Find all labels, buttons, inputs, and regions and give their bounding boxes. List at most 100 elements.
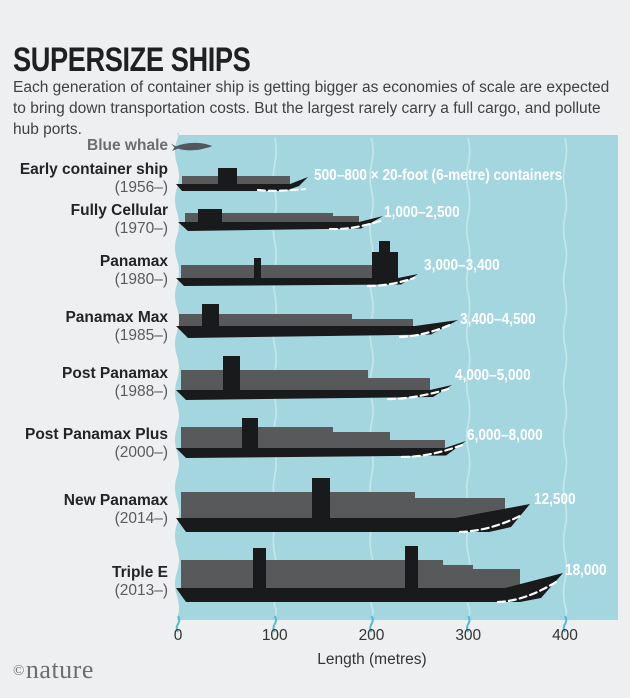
ship-silhouette-triplee xyxy=(176,546,563,604)
row-label-postpanamax: Post Panamax (1988–) xyxy=(62,365,168,401)
ship-year: (2013–) xyxy=(114,582,168,599)
row-label-triplee: Triple E (2013–) xyxy=(112,564,168,600)
ship-name: New Panamax xyxy=(63,492,168,509)
hull xyxy=(178,216,383,231)
bow-foam xyxy=(458,513,524,534)
capacity-label-panamax: 3,000–3,400 xyxy=(424,257,500,274)
deck-step xyxy=(333,216,359,222)
ship-silhouette-newpanamax xyxy=(176,478,530,534)
axis-tick-wave-200 xyxy=(369,615,374,633)
hull xyxy=(176,274,418,286)
x-tick-label-200: 200 xyxy=(358,627,385,644)
hull xyxy=(176,385,452,400)
ship-year: (1980–) xyxy=(114,271,168,288)
bridge xyxy=(223,356,240,390)
ship-year: (2000–) xyxy=(114,444,168,461)
bridge xyxy=(372,252,398,278)
deck-step xyxy=(443,565,473,588)
hull xyxy=(176,441,466,458)
ship-year: (1970–) xyxy=(114,220,168,237)
funnel-tower xyxy=(405,546,418,588)
bow-foam xyxy=(386,387,450,401)
row-label-panamax: Panamax (1980–) xyxy=(100,253,168,289)
bow-foam xyxy=(496,580,558,604)
ship-name: Triple E xyxy=(112,564,168,581)
ship-silhouette-panamax xyxy=(176,241,418,288)
ship-name: Blue whale xyxy=(87,137,168,154)
axis-tick-wave-100 xyxy=(272,615,277,633)
deck-step xyxy=(333,432,390,448)
funnel xyxy=(379,241,390,253)
ship-silhouette-panamaxmax xyxy=(176,304,458,339)
capacity-label-newpanamax: 12,500 xyxy=(534,491,576,508)
axis-tick-wave-0 xyxy=(175,615,181,633)
deck-step-2 xyxy=(390,440,445,448)
row-label-cellular: Fully Cellular (1970–) xyxy=(71,202,168,238)
deck-step xyxy=(368,378,430,390)
ship-year: (1985–) xyxy=(114,327,168,344)
deck xyxy=(181,265,372,278)
capacity-label-triplee: 18,000 xyxy=(565,562,607,579)
bow-foam xyxy=(400,443,464,459)
row-label-ppplus: Post Panamax Plus (2000–) xyxy=(25,426,168,462)
capacity-label-postpanamax: 4,000–5,000 xyxy=(455,367,531,384)
row-label-panamaxmax: Panamax Max (1985–) xyxy=(65,309,168,345)
copyright-symbol: © xyxy=(13,663,25,679)
bridge xyxy=(312,478,330,518)
axis-tick-wave-400 xyxy=(562,615,568,633)
hull xyxy=(176,573,563,602)
capacity-label-early: 500–800 × 20-foot (6-metre) containers xyxy=(314,167,563,184)
deck xyxy=(185,213,333,222)
ship-year: (1988–) xyxy=(114,383,168,400)
brand-name: nature xyxy=(25,655,94,684)
ship-silhouette-cellular xyxy=(178,209,383,231)
ship-silhouette-postpanamax xyxy=(176,356,452,401)
bow-foam xyxy=(256,187,307,192)
bridge xyxy=(218,168,237,184)
deck xyxy=(181,370,368,390)
bow-foam xyxy=(398,322,454,339)
ship-name: Post Panamax Plus xyxy=(24,426,168,443)
bridge xyxy=(202,304,219,326)
deck xyxy=(181,492,415,518)
x-tick-label-100: 100 xyxy=(261,627,288,644)
row-label-early: Early container ship (1956–) xyxy=(20,161,168,197)
ship-year: (2014–) xyxy=(114,510,168,527)
ship-silhouette-whale xyxy=(171,142,212,151)
hull xyxy=(176,320,458,338)
bridge xyxy=(242,418,258,448)
row-label-whale: Blue whale xyxy=(87,137,168,155)
ship-name: Early container ship xyxy=(19,161,168,178)
nature-logo: ©nature xyxy=(13,655,94,685)
hull xyxy=(176,177,308,191)
x-tick-label-400: 400 xyxy=(552,627,578,644)
ship-year: (1956–) xyxy=(114,179,168,196)
mast xyxy=(254,258,261,278)
deck xyxy=(179,314,352,326)
row-label-newpanamax: New Panamax (2014–) xyxy=(64,492,168,528)
ship-silhouette-early xyxy=(176,168,308,192)
x-tick-label-0: 0 xyxy=(173,627,183,644)
chart-subtitle: Each generation of container ship is get… xyxy=(13,78,610,138)
wave-gridline-400 xyxy=(562,137,568,619)
ship-name: Panamax xyxy=(99,253,168,270)
capacity-label-cellular: 1,000–2,500 xyxy=(384,204,460,221)
whale-body xyxy=(171,142,212,151)
deck xyxy=(181,560,443,588)
page-title: SUPERSIZE SHIPS xyxy=(13,40,251,79)
ship-silhouette-ppplus xyxy=(176,418,466,459)
bow-foam xyxy=(366,276,416,288)
wave-gridline-300 xyxy=(465,137,471,619)
x-tick-label-300: 300 xyxy=(455,627,482,644)
bow-foam xyxy=(328,219,382,231)
ship-name: Post Panamax xyxy=(62,365,168,382)
ship-name: Fully Cellular xyxy=(70,202,168,219)
hull xyxy=(176,504,530,532)
bridge xyxy=(253,548,266,588)
bridge xyxy=(198,209,222,222)
ship-size-chart xyxy=(171,132,618,633)
deck-step xyxy=(352,319,413,326)
capacity-label-panamaxmax: 3,400–4,500 xyxy=(460,311,536,328)
ship-name: Panamax Max xyxy=(65,309,168,326)
deck-step-2 xyxy=(473,569,520,588)
